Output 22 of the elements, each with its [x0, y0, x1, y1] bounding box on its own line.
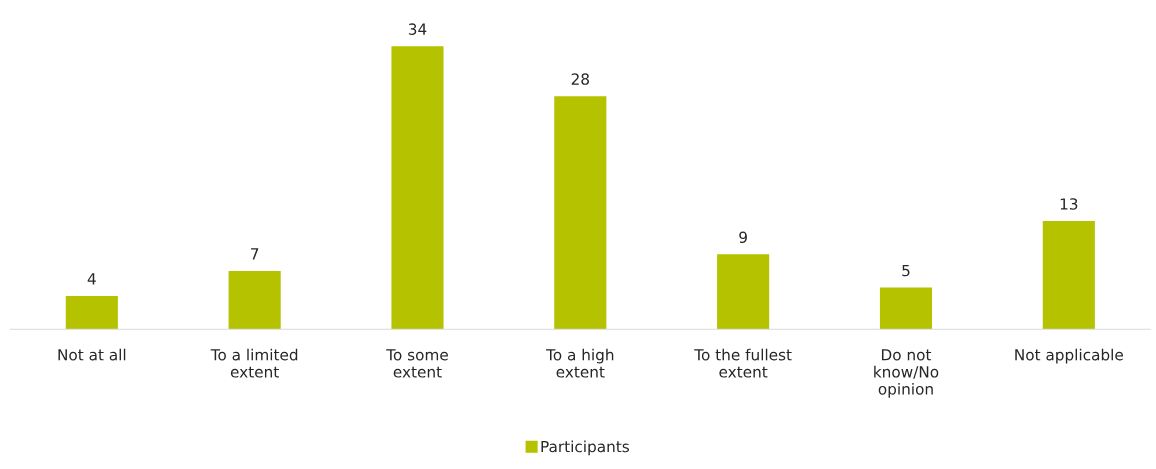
data-label: 7: [251, 248, 259, 260]
data-label: 5: [902, 264, 910, 277]
x-tick-label: To a limited extent: [210, 348, 298, 378]
bar: [391, 46, 444, 330]
bar: [554, 96, 607, 330]
bar: [65, 295, 118, 330]
bar: [717, 254, 770, 330]
legend-label: Participants: [541, 440, 629, 456]
bar: [1042, 221, 1095, 330]
x-tick-label: To some extent: [386, 349, 448, 378]
x-tick-label: To a high extent: [546, 348, 614, 378]
x-tick-label: Not at all: [58, 348, 126, 361]
data-label: 34: [408, 23, 427, 35]
data-label: 28: [571, 73, 589, 85]
bar: [879, 287, 933, 330]
data-label: 9: [739, 231, 747, 244]
data-label: 4: [87, 273, 96, 285]
x-tick-label: To the fullest extent: [694, 348, 792, 378]
x-tick-label: Do not know/No opinion: [874, 349, 939, 398]
x-tick-label: Not applicable: [1015, 348, 1123, 364]
data-label: 13: [1060, 198, 1078, 210]
bar: [228, 270, 281, 330]
